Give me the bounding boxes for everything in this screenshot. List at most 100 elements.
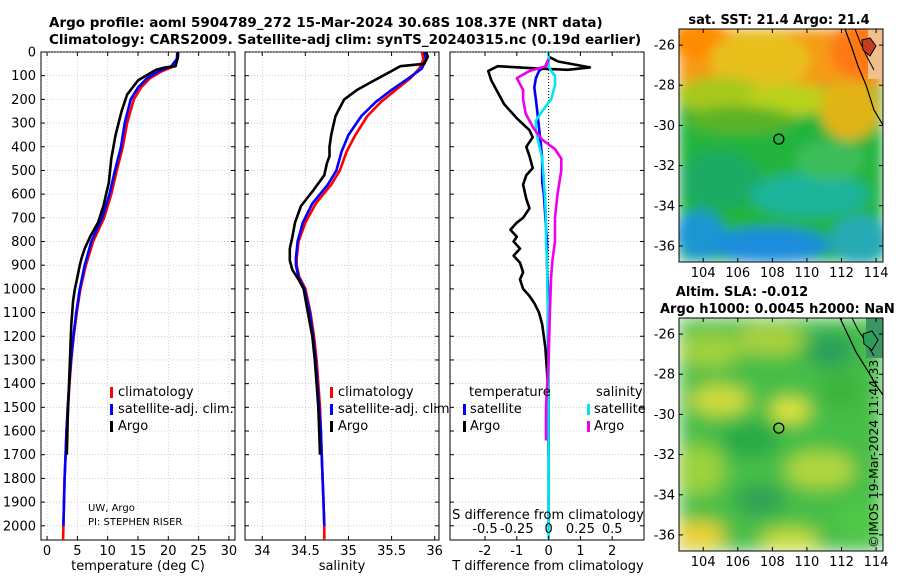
lon-tick-label: 106	[725, 266, 750, 281]
legend-label-s-satellite: satellite	[594, 402, 646, 417]
s-tick-label: -0.5	[472, 522, 497, 537]
y-tick-label: 900	[11, 259, 36, 274]
y-tick-label: 1900	[3, 496, 36, 511]
legend-marker-s-satellite	[587, 404, 590, 415]
y-tick-label: 1500	[3, 401, 36, 416]
x-tick-label: -2	[478, 544, 491, 559]
legend-title-temperature: temperature	[469, 385, 551, 400]
temperature-panel: 0100200300400500600700800900100011001200…	[3, 46, 237, 575]
sla-map-title-line2: Argo h1000: 0.0045 h2000: NaN	[660, 302, 895, 317]
lat-tick-label: -26	[654, 39, 675, 54]
lon-tick-label: 110	[795, 266, 820, 281]
s-tick-label: -0.25	[500, 522, 534, 537]
legend-title-salinity: salinity	[596, 385, 643, 400]
y-tick-label: 1700	[3, 448, 36, 463]
y-tick-label: 1800	[3, 472, 36, 487]
x-tick-label: 15	[130, 544, 147, 559]
sst-map-title: sat. SST: 21.4 Argo: 21.4	[688, 13, 869, 28]
salinity-x-label: salinity	[319, 559, 366, 574]
x-tick-label: 25	[190, 544, 207, 559]
y-tick-label: 500	[11, 164, 36, 179]
figure-title-line1: Argo profile: aoml 5904789_272 15-Mar-20…	[49, 15, 603, 31]
lat-tick-label: -36	[654, 239, 675, 254]
sst-map-ticks: 104 106 108 110 112 114 -26 -28 -30 -32 -34 -36	[654, 29, 889, 281]
x-tick-label: 36	[426, 544, 443, 559]
y-tick-label: 1600	[3, 425, 36, 440]
legend-label-argo: Argo	[338, 419, 368, 434]
imos-watermark: ©IMOS 19-Mar-2024 11:44:33	[866, 359, 881, 548]
sla-map-ticks: 104 106 108 110 112 114 -26 -28 -30 -32 -34 -36	[654, 318, 889, 570]
salinity-axes-frame	[244, 51, 440, 541]
difference-legend: temperature salinity satellite Argo sate…	[463, 385, 646, 434]
legend-marker-satellite-adj	[110, 404, 113, 415]
lon-tick-label: 104	[691, 266, 716, 281]
legend-marker-climatology	[110, 387, 113, 398]
lon-tick-label: 104	[691, 555, 716, 570]
legend-label-argo: Argo	[118, 419, 148, 434]
series-line-salinity-argo	[515, 58, 563, 441]
lat-tick-label: -36	[654, 528, 675, 543]
difference-ticks: -2 -1 0 1 2 -0.5 -0.25 0 0.25 0.5	[450, 51, 644, 559]
series-line-temperature-argo	[486, 55, 592, 455]
lon-tick-label: 108	[760, 555, 785, 570]
legend-label-satellite-adj: satellite-adj. clim.	[118, 402, 234, 417]
lat-tick-label: -34	[654, 488, 675, 503]
x-tick-label: 0	[544, 544, 552, 559]
lat-tick-label: -28	[654, 79, 675, 94]
lat-tick-label: -26	[654, 328, 675, 343]
legend-marker-t-argo	[463, 421, 466, 432]
s-tick-label: 0.5	[602, 522, 623, 537]
x-tick-label: 35.5	[377, 544, 406, 559]
sst-field	[679, 29, 883, 262]
salinity-series	[288, 52, 430, 540]
lon-tick-label: 106	[725, 555, 750, 570]
lon-tick-label: 114	[864, 266, 889, 281]
lon-tick-label: 110	[795, 555, 820, 570]
y-tick-label: 300	[11, 117, 36, 132]
x-tick-label: 30	[221, 544, 238, 559]
argo-location-marker	[773, 133, 785, 145]
legend-label-satellite-adj: satellite-adj. clim.	[338, 402, 454, 417]
x-tick-label: 0	[43, 544, 51, 559]
y-tick-label: 0	[28, 46, 36, 61]
salinity-gridlines	[245, 51, 439, 540]
lon-tick-label: 112	[829, 555, 854, 570]
lon-tick-label: 108	[760, 266, 785, 281]
figure-title-line2: Climatology: CARS2009. Satellite-adj cli…	[49, 32, 642, 48]
y-tick-label: 1200	[3, 330, 36, 345]
y-tick-label: 600	[11, 188, 36, 203]
legend-label-t-satellite: satellite	[470, 402, 522, 417]
s-tick-label: 0	[544, 522, 552, 537]
lat-tick-label: -28	[654, 368, 675, 383]
legend-label-climatology: climatology	[118, 385, 194, 400]
legend-marker-argo	[330, 421, 333, 432]
y-tick-label: 100	[11, 69, 36, 84]
lat-tick-label: -30	[654, 119, 675, 134]
temperature-gridlines	[41, 51, 235, 540]
y-tick-label: 1400	[3, 377, 36, 392]
y-tick-label: 400	[11, 140, 36, 155]
legend-marker-satellite-adj	[330, 404, 333, 415]
y-tick-label: 1000	[3, 282, 36, 297]
sst-map-panel: sat. SST: 21.4 Argo: 21.4	[654, 13, 889, 281]
legend-label-s-argo: Argo	[594, 419, 624, 434]
temperature-x-label: temperature (deg C)	[71, 559, 205, 574]
s-tick-label: 0.25	[566, 522, 595, 537]
y-tick-label: 1100	[3, 306, 36, 321]
x-tick-label: 10	[99, 544, 116, 559]
series-line-salinity-satellite	[534, 52, 557, 540]
sla-map-frame	[678, 317, 884, 552]
difference-series	[486, 52, 592, 540]
sla-map-panel: Altim. SLA: -0.012 Argo h1000: 0.0045 h2…	[654, 285, 895, 570]
legend-marker-s-argo	[587, 421, 590, 432]
lat-tick-label: -32	[654, 159, 675, 174]
legend-label-climatology: climatology	[338, 385, 414, 400]
y-tick-label: 1300	[3, 353, 36, 368]
lat-tick-label: -34	[654, 199, 675, 214]
legend-marker-argo	[110, 421, 113, 432]
t-difference-x-label: T difference from climatology	[451, 559, 644, 574]
argo-location-marker	[773, 422, 785, 434]
data-source-note: UW, Argo	[88, 503, 135, 514]
lon-tick-label: 114	[864, 555, 889, 570]
